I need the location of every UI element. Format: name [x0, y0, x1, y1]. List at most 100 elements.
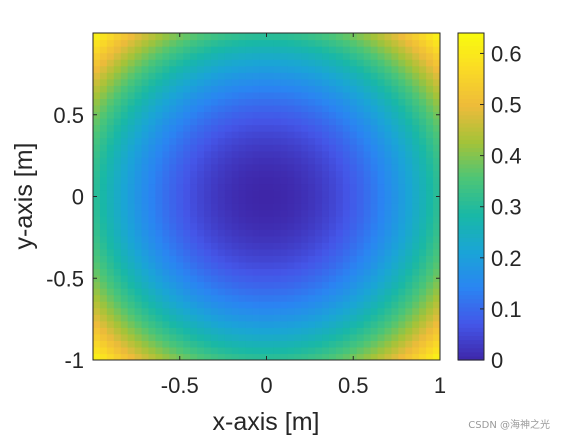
heatmap-cell — [238, 255, 247, 263]
heatmap-cell — [210, 65, 219, 73]
heatmap-cell — [106, 235, 115, 243]
heatmap-cell — [99, 59, 108, 67]
heatmap-cell — [301, 346, 309, 355]
colorbar-segment — [458, 171, 484, 177]
heatmap-cell — [148, 118, 157, 126]
heatmap-cell — [384, 203, 393, 211]
heatmap-cell — [363, 72, 372, 80]
heatmap-cell — [190, 118, 198, 126]
heatmap-cell — [342, 340, 351, 348]
heatmap-cell — [308, 91, 316, 99]
heatmap-cell — [113, 222, 122, 230]
heatmap-cell — [224, 196, 233, 204]
heatmap-cell — [169, 183, 177, 191]
heatmap-cell — [398, 353, 406, 360]
heatmap-cell — [183, 340, 191, 348]
heatmap-cell — [162, 340, 170, 348]
heatmap-cell — [426, 163, 434, 171]
heatmap-cell — [356, 72, 365, 80]
heatmap-cell — [231, 91, 240, 99]
heatmap-cell — [266, 281, 275, 289]
heatmap-cell — [377, 327, 386, 335]
heatmap-cell — [224, 52, 233, 60]
heatmap-cell — [238, 170, 247, 178]
heatmap-cell — [294, 170, 302, 178]
heatmap-cell — [412, 274, 420, 283]
heatmap-cell — [238, 320, 247, 328]
heatmap-cell — [398, 301, 406, 309]
heatmap-cell — [120, 333, 129, 341]
heatmap-cell — [370, 131, 379, 139]
heatmap-cell — [99, 111, 108, 119]
heatmap-cell — [127, 288, 136, 296]
heatmap-cell — [259, 183, 268, 191]
heatmap-cell — [210, 78, 219, 86]
heatmap-cell — [419, 183, 427, 191]
heatmap-cell — [412, 209, 420, 217]
heatmap-cell — [197, 33, 205, 41]
heatmap-cell — [99, 118, 108, 126]
heatmap-cell — [183, 196, 191, 204]
heatmap-cell — [287, 157, 295, 165]
heatmap-cell — [308, 111, 316, 119]
heatmap-cell — [315, 124, 323, 132]
heatmap-cell — [155, 248, 163, 256]
heatmap-cell — [106, 72, 115, 80]
heatmap-cell — [398, 59, 406, 67]
heatmap-cell — [148, 346, 157, 355]
heatmap-cell — [169, 255, 177, 263]
heatmap-cell — [210, 98, 219, 106]
heatmap-cell — [169, 72, 177, 80]
heatmap-cell — [148, 176, 157, 185]
heatmap-cell — [259, 124, 268, 132]
heatmap-cell — [169, 170, 177, 178]
heatmap-cell — [301, 163, 309, 171]
heatmap-cell — [356, 144, 365, 152]
heatmap-cell — [210, 327, 219, 335]
heatmap-cell — [301, 209, 309, 217]
heatmap-cell — [183, 39, 191, 47]
heatmap-cell — [294, 294, 302, 302]
heatmap-cell — [190, 46, 198, 54]
heatmap-cell — [391, 281, 399, 289]
heatmap-cell — [266, 183, 275, 191]
heatmap-cell — [120, 176, 129, 185]
heatmap-cell — [238, 288, 247, 296]
heatmap-cell — [238, 189, 247, 198]
heatmap-cell — [398, 157, 406, 165]
heatmap-cell — [224, 118, 233, 126]
heatmap-cell — [231, 242, 240, 250]
heatmap-cell — [127, 314, 136, 322]
heatmap-cell — [294, 314, 302, 322]
heatmap-cell — [99, 235, 108, 243]
colorbar-segment — [458, 102, 484, 108]
heatmap-cell — [412, 104, 420, 113]
heatmap-cell — [294, 91, 302, 99]
heatmap-cell — [280, 327, 288, 335]
heatmap-cell — [252, 59, 261, 67]
heatmap-cell — [322, 268, 330, 276]
heatmap-cell — [190, 301, 198, 309]
heatmap-cell — [238, 131, 247, 139]
heatmap-cell — [342, 216, 351, 224]
colorbar-segment — [458, 127, 484, 132]
heatmap-cell — [169, 78, 177, 86]
heatmap-cell — [141, 85, 150, 93]
heatmap-cell — [148, 189, 157, 198]
colorbar-tick-label: 0.2 — [491, 246, 522, 271]
heatmap-cell — [120, 242, 129, 250]
heatmap-cell — [335, 85, 344, 93]
heatmap-cell — [419, 340, 427, 348]
heatmap-cell — [294, 261, 302, 270]
heatmap-cell — [183, 59, 191, 67]
heatmap-cell — [259, 294, 268, 302]
heatmap-cell — [294, 39, 302, 47]
heatmap-cell — [335, 183, 344, 191]
heatmap-cell — [328, 163, 337, 171]
heatmap-cell — [349, 176, 358, 185]
heatmap-cell — [204, 301, 212, 309]
heatmap-cell — [342, 268, 351, 276]
heatmap-cell — [370, 189, 379, 198]
heatmap-cell — [224, 163, 233, 171]
heatmap-cell — [190, 327, 198, 335]
